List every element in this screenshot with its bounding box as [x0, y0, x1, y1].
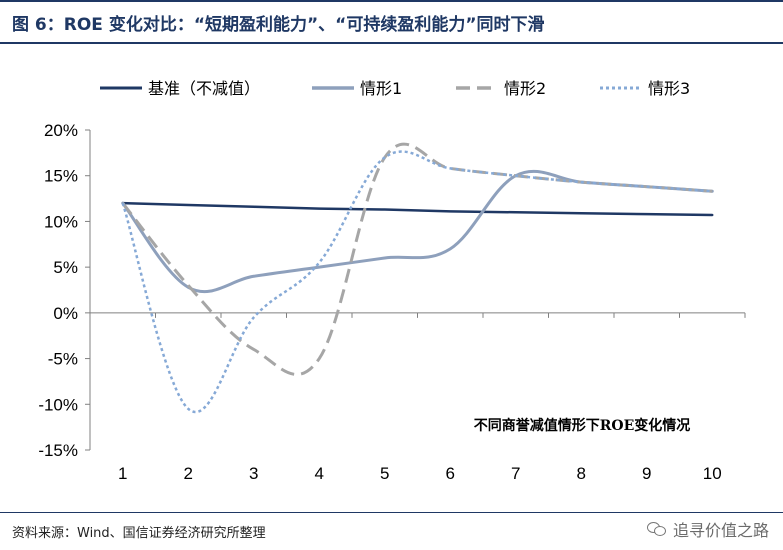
- x-tick-label: 5: [380, 464, 389, 483]
- legend-label-2: 情形1: [360, 79, 402, 98]
- series-line-2: [121, 169, 714, 294]
- y-tick-label: -10%: [38, 395, 78, 414]
- watermark-text: 追寻价值之路: [672, 521, 769, 540]
- y-tick-label: 5%: [53, 258, 78, 277]
- legend-label-4: 情形3: [648, 79, 690, 98]
- title-bar: 图 6：ROE 变化对比：“短期盈利能力”、“可持续盈利能力”同时下滑: [0, 0, 783, 44]
- y-tick-label: 15%: [44, 167, 78, 186]
- y-tick-label: -5%: [48, 350, 78, 369]
- x-tick-label: 9: [642, 464, 651, 483]
- x-tick-label: 1: [118, 464, 127, 483]
- source-note: 资料来源：Wind、国信证券经济研究所整理: [12, 526, 266, 541]
- figure-title: 图 6：ROE 变化对比：“短期盈利能力”、“可持续盈利能力”同时下滑: [12, 14, 545, 35]
- x-tick-label: 6: [446, 464, 455, 483]
- chart-annotation: 不同商誉减值情形下ROE变化情况: [474, 417, 691, 434]
- y-tick-label: 20%: [44, 121, 78, 140]
- watermark: 追寻价值之路: [646, 517, 769, 541]
- series-line-4: [121, 150, 713, 414]
- y-tick-label: 0%: [53, 304, 78, 323]
- y-tick-label: -15%: [38, 441, 78, 460]
- series-line-3: [121, 142, 713, 376]
- x-tick-label: 7: [511, 464, 520, 483]
- legend-label-1: 基准（不减值）: [148, 79, 260, 98]
- series-group: [121, 142, 714, 414]
- x-tick-label: 3: [249, 464, 258, 483]
- chart: 基准（不减值） 情形1 情形2 情形3 20% 15% 10% 5% 0% -5% -10% -15…: [38, 79, 746, 483]
- legend-label-3: 情形2: [504, 79, 546, 98]
- y-tick-label: 10%: [44, 212, 78, 231]
- legend: 基准（不减值） 情形1 情形2 情形3: [100, 79, 690, 98]
- axes: 20% 15% 10% 5% 0% -5% -10% -15% 1 2 3 4 5 6 7 8 9 10: [38, 121, 746, 483]
- footer: 资料来源：Wind、国信证券经济研究所整理 追寻价值之路: [0, 512, 783, 550]
- wechat-icon: [646, 521, 667, 537]
- x-tick-label: 4: [315, 464, 324, 483]
- x-tick-label: 2: [184, 464, 193, 483]
- series-line-1: [121, 201, 714, 217]
- x-tick-label: 8: [577, 464, 586, 483]
- x-tick-label: 10: [703, 464, 722, 483]
